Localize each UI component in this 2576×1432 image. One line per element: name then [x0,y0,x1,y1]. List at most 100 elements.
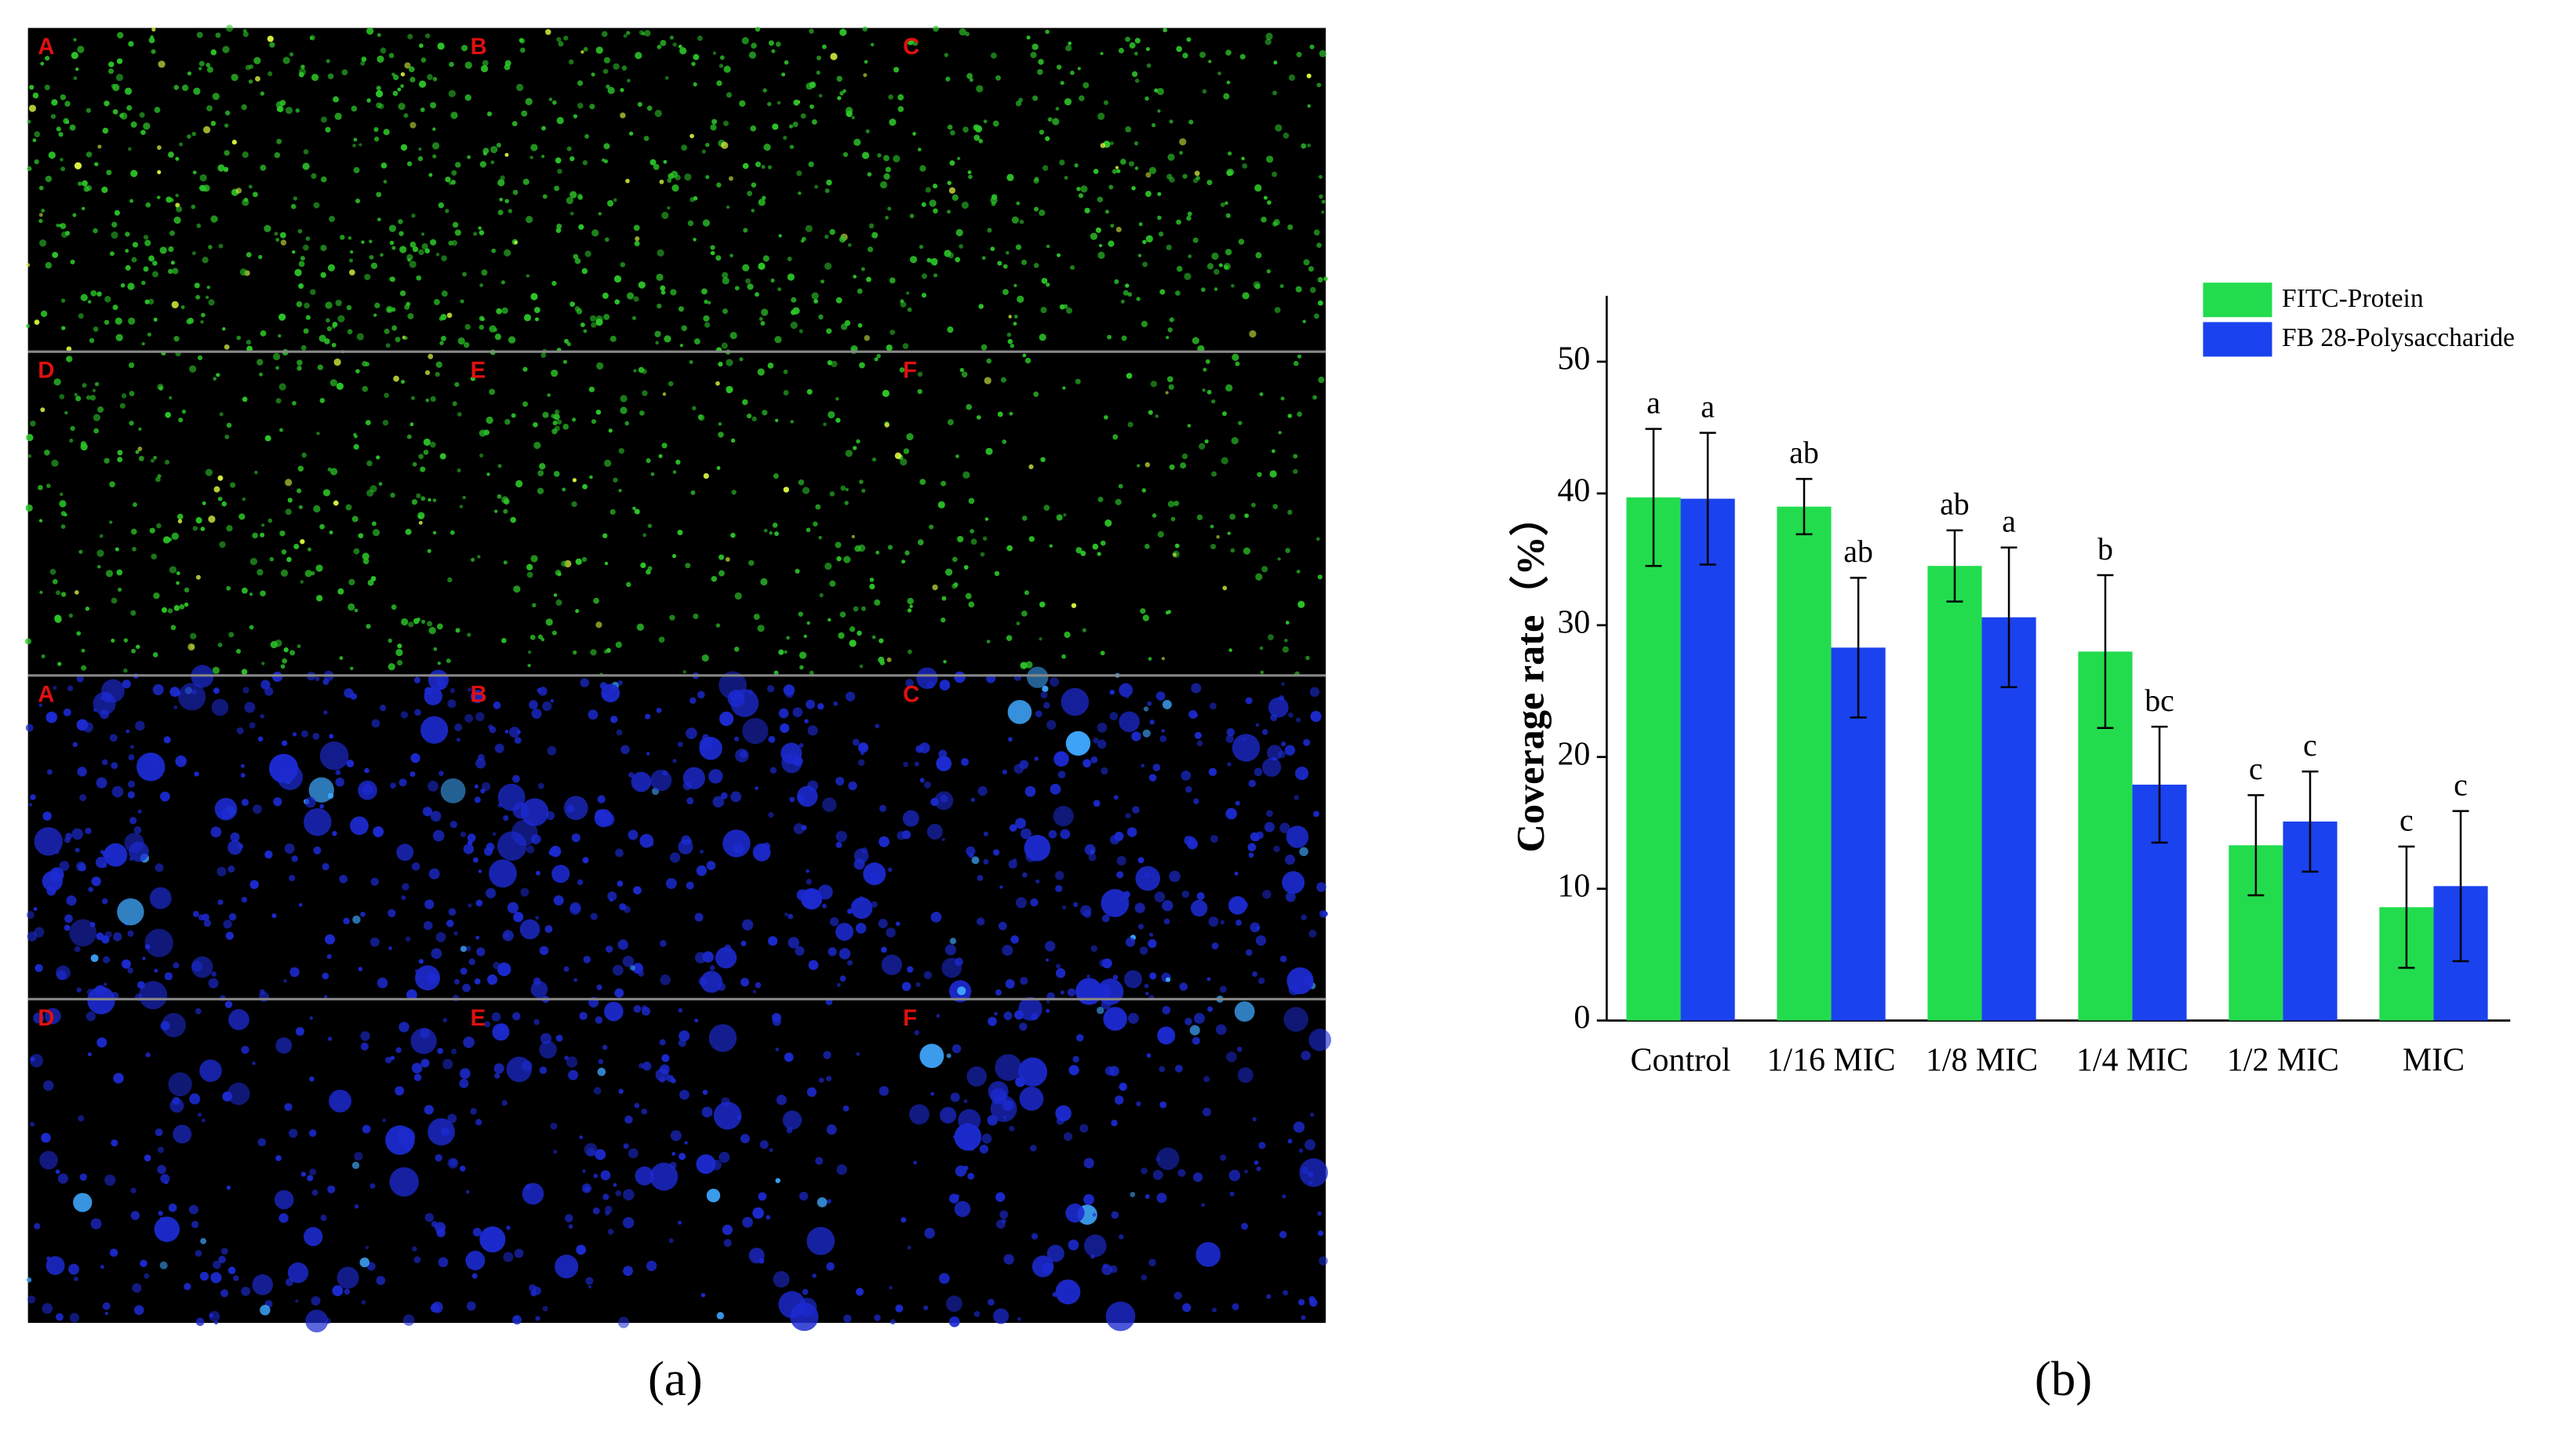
fluorescence-spot [103,982,107,986]
fluorescence-spot [1253,835,1261,842]
fluorescence-spot [27,1295,36,1304]
fluorescence-spot [588,709,599,720]
fluorescence-spot [595,410,602,415]
fluorescence-spot [1028,464,1034,469]
fluorescence-spot [867,246,874,253]
fluorescence-spot [28,803,32,807]
fluorescence-spot [100,1264,104,1269]
micrograph-tile [26,986,459,1333]
fluorescence-spot [506,1056,533,1083]
fluorescence-spot [717,982,726,991]
fluorescence-spot [1067,988,1076,997]
panel-label: E [471,1005,486,1031]
fluorescence-spot [1220,202,1225,207]
fluorescence-spot [1317,1211,1322,1216]
fluorescence-spot [464,341,470,348]
fluorescence-spot [305,236,311,241]
fluorescence-spot [871,457,877,462]
fluorescence-spot [959,244,964,249]
fluorescence-spot [901,1217,907,1223]
fluorescence-spot [539,1040,557,1059]
fluorescence-spot [358,780,377,800]
micrograph-tile [893,25,1328,353]
fluorescence-spot [1257,472,1262,478]
fluorescence-spot [1149,932,1154,937]
fluorescence-spot [497,494,502,499]
fluorescence-spot [735,749,749,763]
fluorescence-spot [1196,514,1203,521]
fluorescence-spot [845,107,853,115]
fluorescence-spot [57,661,62,666]
fluorescence-spot [552,100,557,105]
fluorescence-spot [427,74,433,80]
fluorescence-spot [344,688,354,698]
fluorescence-spot [1191,683,1202,694]
fluorescence-spot [1208,767,1217,776]
fluorescence-spot [991,202,996,206]
fluorescence-spot [241,1286,251,1296]
fluorescence-spot [241,896,248,903]
fluorescence-spot [947,326,954,333]
fluorescence-spot [790,420,794,424]
fluorescence-spot [396,1127,416,1146]
fluorescence-spot [900,299,904,304]
legend-label: FITC-Protein [2282,284,2424,313]
fluorescence-spot [768,811,774,818]
fluorescence-spot [1064,631,1071,639]
fluorescence-spot [1309,44,1315,49]
fluorescence-spot [941,480,947,486]
fluorescence-spot [1152,763,1161,771]
fluorescence-spot [828,618,831,622]
fluorescence-spot [352,915,361,924]
fluorescence-spot [127,780,136,788]
fluorescence-spot [291,855,298,862]
fluorescence-spot [859,664,864,669]
fluorescence-spot [413,676,420,683]
fluorescence-spot [507,902,519,913]
fluorescence-spot [1158,231,1164,237]
fluorescence-spot [315,676,320,682]
fluorescence-spot [267,35,274,42]
fluorescence-spot [420,496,426,501]
fluorescence-spot [742,162,749,169]
fluorescence-spot [285,107,293,115]
fluorescence-spot [1093,800,1101,807]
fluorescence-spot [669,1161,677,1169]
fluorescence-spot [784,913,788,916]
fluorescence-spot [1061,654,1066,659]
fluorescence-spot [577,80,584,86]
fluorescence-spot [198,184,206,191]
fluorescence-spot [868,223,875,229]
fluorescence-spot [480,788,486,794]
fluorescence-spot [966,1066,987,1087]
fluorescence-spot [1033,263,1039,268]
fluorescence-spot [421,243,428,250]
fluorescence-spot [102,956,111,964]
fluorescence-spot [154,1216,180,1242]
fluorescence-spot [662,392,667,396]
fluorescence-spot [442,1018,448,1023]
fluorescence-spot [852,446,857,450]
fluorescence-spot [924,1227,936,1239]
fluorescence-spot [784,650,788,654]
fluorescence-spot [702,1089,708,1095]
fluorescence-spot [32,92,39,99]
fluorescence-spot [1083,1234,1107,1258]
fluorescence-spot [1230,548,1235,553]
fluorescence-spot [303,244,309,251]
fluorescence-spot [562,487,566,492]
fluorescence-spot [173,1124,192,1144]
fluorescence-spot [287,497,293,503]
fluorescence-spot [1015,897,1027,909]
fluorescence-spot [315,564,323,572]
fluorescence-spot [260,590,266,597]
fluorescence-spot [1121,335,1127,341]
fluorescence-spot [583,329,588,333]
fluorescence-spot [963,565,969,570]
fluorescence-spot [393,75,399,81]
fluorescence-spot [902,343,909,349]
fluorescence-spot [824,234,829,239]
significance-letter: c [2400,803,2414,838]
fluorescence-spot [467,632,471,637]
fluorescence-spot [1232,353,1239,361]
